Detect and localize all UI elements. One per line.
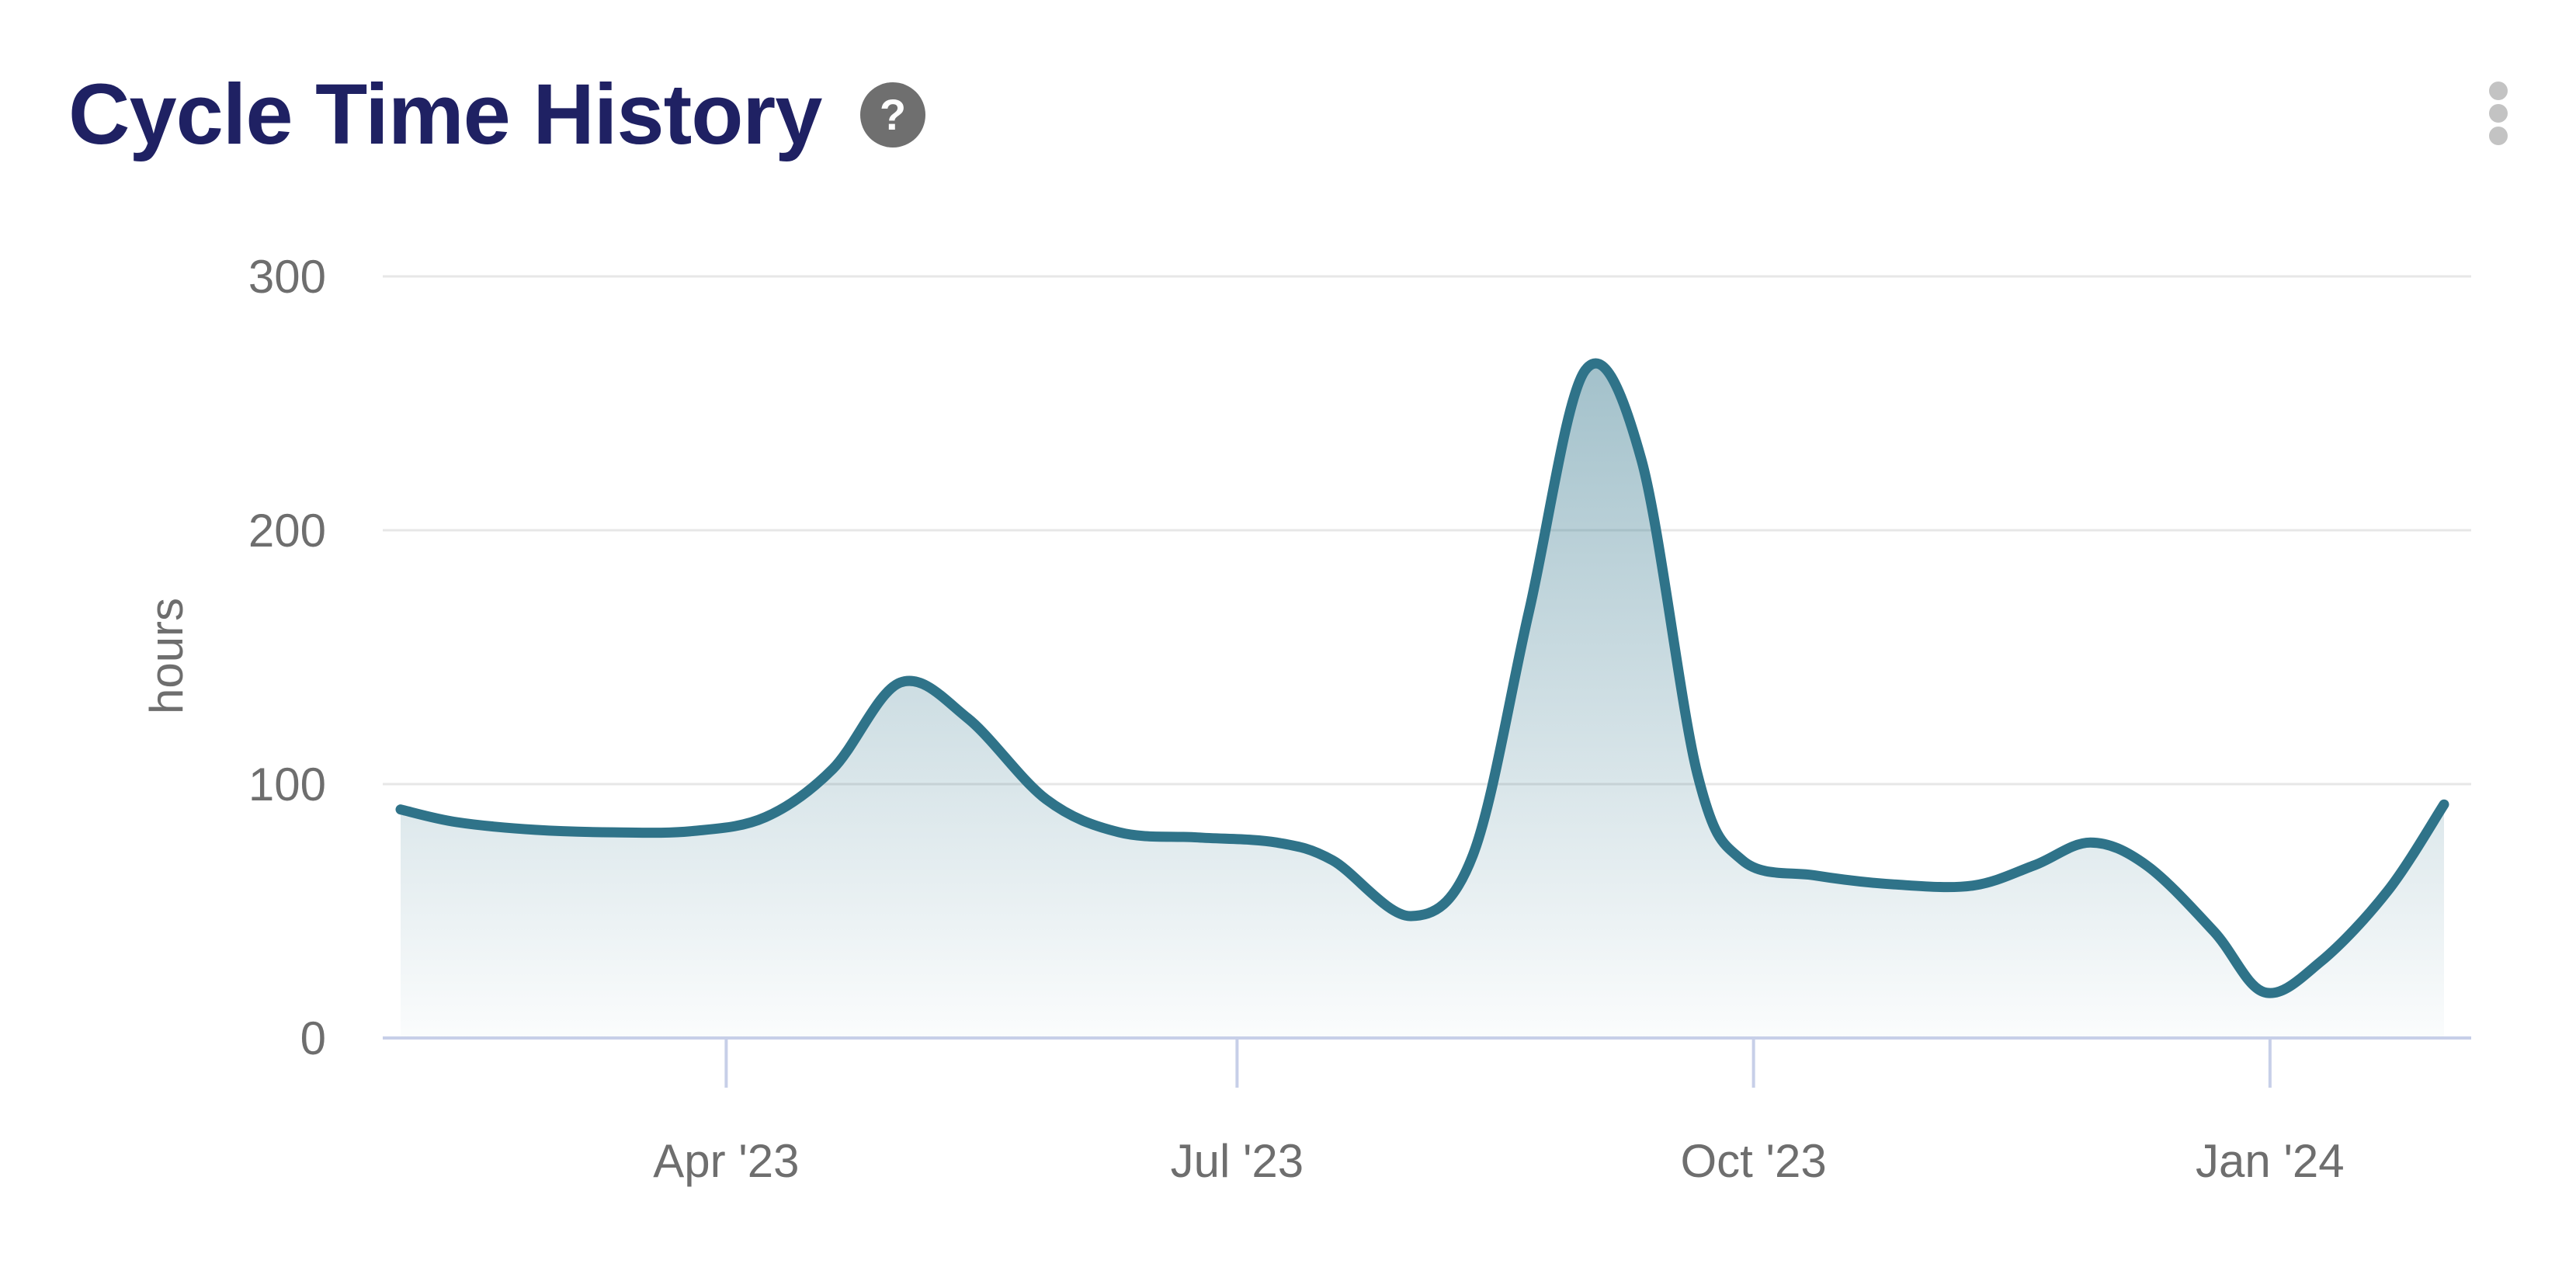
kebab-dot xyxy=(2489,82,2508,100)
x-tick-label: Jan '24 xyxy=(2196,1135,2345,1187)
page-title: Cycle Time History xyxy=(68,67,822,162)
x-tick-label: Oct '23 xyxy=(1681,1135,1827,1187)
help-icon[interactable]: ? xyxy=(860,82,925,148)
x-tick-label: Apr '23 xyxy=(653,1135,799,1187)
y-tick-label: 0 xyxy=(300,1012,326,1064)
x-tick-label: Jul '23 xyxy=(1171,1135,1304,1187)
y-axis-title: hours xyxy=(141,598,193,714)
question-mark-glyph: ? xyxy=(879,90,907,139)
y-tick-label: 200 xyxy=(248,505,326,557)
x-ticks xyxy=(724,1038,2272,1088)
y-tick-label: 100 xyxy=(248,758,326,811)
y-gridlines xyxy=(383,275,2471,786)
kebab-dot xyxy=(2489,104,2508,123)
y-tick-labels: 0 100 200 300 xyxy=(248,251,326,1064)
area-fill xyxy=(401,363,2444,1036)
trend-line[interactable] xyxy=(395,358,2449,998)
y-tick-label: 300 xyxy=(248,251,326,303)
kebab-dot xyxy=(2489,127,2508,145)
x-tick-labels: Apr '23 Jul '23 Oct '23 Jan '24 xyxy=(653,1135,2344,1187)
kebab-menu-icon[interactable] xyxy=(2475,68,2522,158)
